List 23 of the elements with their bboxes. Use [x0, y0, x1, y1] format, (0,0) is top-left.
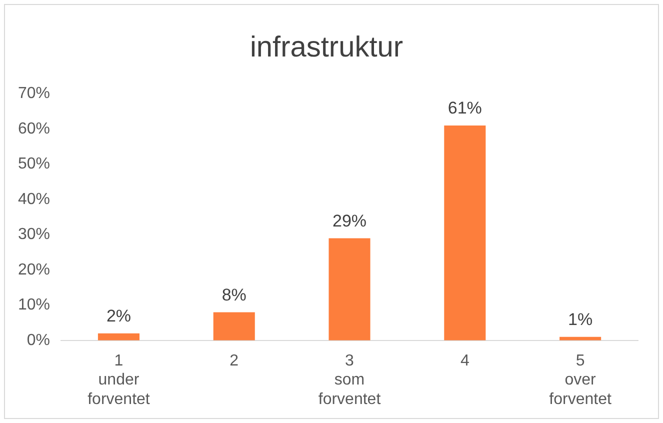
- chart-title: infrastruktur: [250, 31, 404, 64]
- y-tick-label: 60%: [18, 120, 50, 138]
- y-tick-label: 10%: [18, 296, 50, 314]
- bar: [328, 238, 370, 340]
- y-tick-label: 70%: [18, 85, 50, 102]
- x-tick-label: 4: [460, 352, 470, 370]
- bar: [444, 126, 486, 340]
- y-tick-label: 30%: [18, 226, 50, 244]
- x-tick-label: 2: [230, 352, 239, 370]
- y-tick-label: 50%: [18, 156, 50, 173]
- data-label: 29%: [332, 211, 367, 230]
- y-tick-label: 20%: [18, 261, 50, 278]
- data-label: 8%: [222, 285, 246, 304]
- x-tick-label: 1 under forventet: [88, 352, 150, 408]
- x-tick-label: 3 som forventet: [318, 352, 382, 408]
- y-tick-label: 40%: [18, 190, 50, 208]
- bar: [98, 333, 140, 340]
- data-label: 1%: [568, 310, 593, 330]
- data-label: 61%: [448, 98, 482, 118]
- y-tick-label: 0%: [26, 332, 50, 349]
- x-tick-label: 5 over forventet: [549, 352, 612, 408]
- bar: [213, 312, 255, 340]
- data-label: 2%: [106, 306, 132, 326]
